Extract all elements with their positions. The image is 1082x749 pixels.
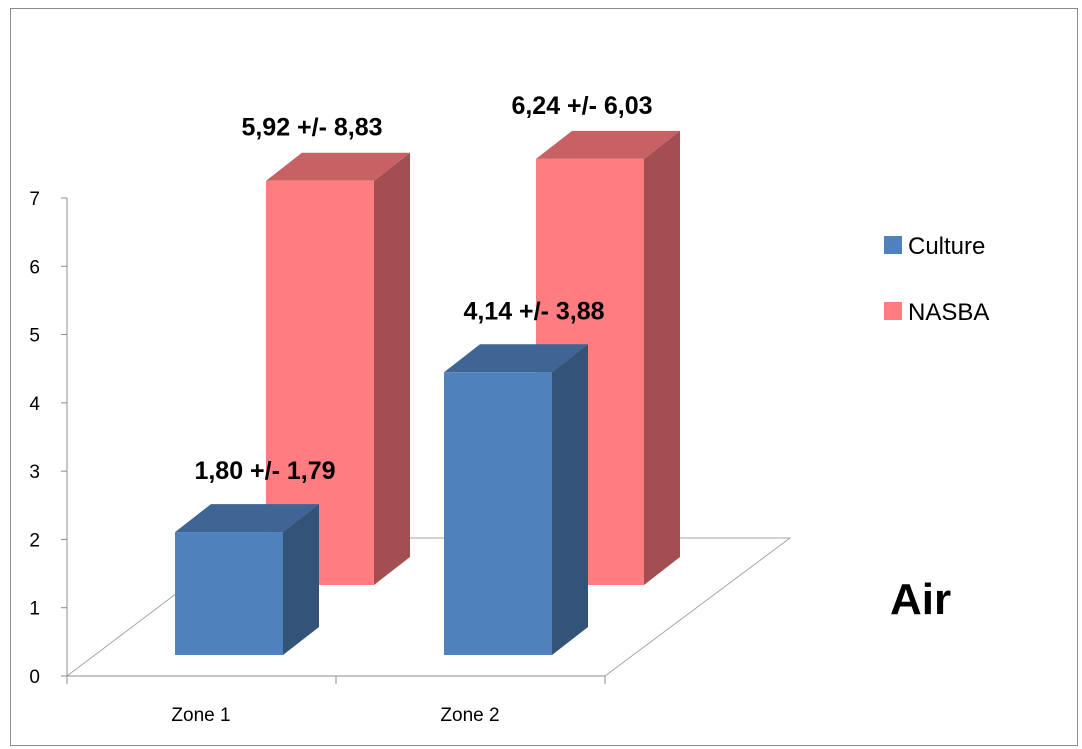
bar-top-face	[175, 504, 319, 533]
y-tick-label: 6	[29, 257, 40, 278]
y-tick-label: 7	[29, 189, 40, 210]
data-labels: 5,92 +/- 8,83 6,24 +/- 6,03 1,80 +/- 1,79 4…	[194, 92, 652, 485]
data-label-culture: 1,80 +/- 1,79	[194, 457, 335, 485]
y-tick-label: 0	[29, 667, 40, 688]
bars	[175, 130, 680, 655]
bar-side-face	[552, 344, 588, 655]
data-label-nasba: 6,24 +/- 6,03	[511, 92, 652, 120]
bar-top-face	[536, 130, 680, 159]
bar-front-face	[175, 532, 283, 655]
y-axis: 0 1 2 3 4 5 6 7 Zone 1 Zone 2	[29, 189, 606, 726]
bar-side-face	[374, 152, 410, 585]
bar-front-face	[444, 372, 552, 655]
legend-swatch-culture	[884, 236, 902, 254]
legend-label-culture: Culture	[908, 233, 985, 260]
legend-swatch-nasba	[884, 302, 902, 320]
bar	[444, 344, 588, 655]
data-label-nasba: 5,92 +/- 8,83	[241, 114, 382, 142]
data-label-culture: 4,14 +/- 3,88	[463, 297, 604, 325]
bar	[175, 504, 319, 655]
chart-annotation: Air	[890, 575, 951, 624]
legend-label-nasba: NASBA	[908, 299, 989, 326]
bar-side-face	[644, 130, 680, 585]
y-tick-label: 5	[29, 326, 40, 347]
bar-side-face	[283, 504, 319, 655]
x-category-label: Zone 1	[171, 705, 230, 726]
bar-top-face	[444, 344, 588, 373]
legend: Culture NASBA	[884, 233, 989, 326]
y-tick-label: 2	[29, 530, 40, 551]
x-category-label: Zone 2	[440, 705, 499, 726]
y-tick-label: 1	[29, 599, 40, 620]
y-tick-label: 3	[29, 462, 40, 483]
bar-top-face	[266, 152, 410, 181]
y-tick-label: 4	[29, 394, 40, 415]
